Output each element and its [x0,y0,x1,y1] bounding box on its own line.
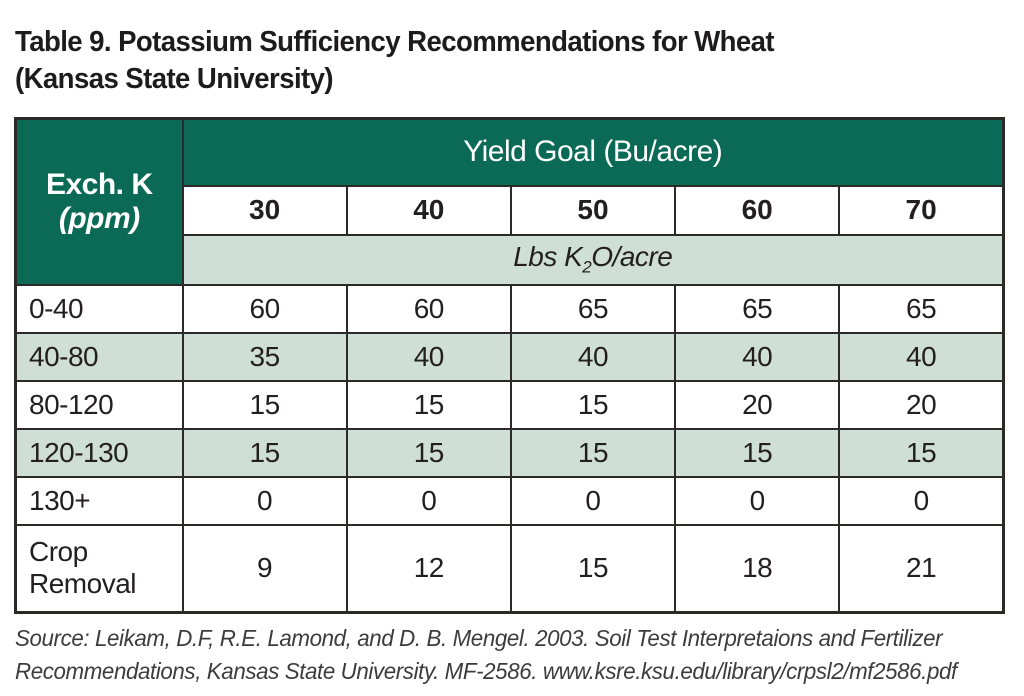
row-label: Crop Removal [14,523,184,614]
cell-value: 35 [181,331,348,382]
cell-value: 15 [345,379,512,430]
cell-value: 21 [838,523,1005,614]
units-subscript: 2 [582,257,592,277]
cell-value: 18 [674,523,841,614]
cell-value: 0 [509,475,677,526]
row-header-cell: Exch. K (ppm) [14,117,184,286]
cell-value: 20 [838,379,1005,430]
potassium-recommendations-table: Exch. K (ppm) Yield Goal (Bu/acre) 30 40… [14,117,1005,614]
source-citation: Source: Leikam, D.F, R.E. Lamond, and D.… [15,622,990,688]
cell-value: 65 [509,283,677,334]
yield-goal-header: Yield Goal (Bu/acre) [181,117,1005,187]
row-header-label: Exch. K [45,167,153,201]
table-title: Table 9. Potassium Sufficiency Recommend… [15,24,965,98]
cell-value: 15 [509,427,677,478]
units-prefix: Lbs K [513,241,583,273]
source-line2: Recommendations, Kansas State University… [15,658,957,684]
cell-value: 15 [345,427,512,478]
title-line2: (Kansas State University) [15,63,334,95]
units-header: Lbs K2O/acre [181,233,1005,286]
table-row-0-40: 0-40 60 60 65 65 65 [14,283,1005,334]
header-row-yield-values: 30 40 50 60 70 [16,185,1005,236]
cell-value: 12 [345,523,512,614]
yield-goal-70: 70 [838,185,1005,236]
cell-value: 15 [509,523,677,614]
cell-value: 15 [674,427,841,478]
cell-value: 20 [674,379,841,430]
row-header-sublabel: (ppm) [58,201,140,235]
row-label: 80-120 [14,379,184,430]
table-row-130-plus: 130+ 0 0 0 0 0 [14,475,1005,526]
header-row-units: Lbs K2O/acre [16,233,1005,286]
cell-value: 40 [509,331,677,382]
cell-value: 0 [674,475,841,526]
yield-goal-30: 30 [181,185,348,236]
table-row-80-120: 80-120 15 15 15 20 20 [14,379,1005,430]
cell-value: 0 [838,475,1005,526]
title-line1: Table 9. Potassium Sufficiency Recommend… [15,26,775,58]
row-label: 120-130 [14,427,184,478]
yield-goal-40: 40 [345,185,512,236]
cell-value: 15 [838,427,1005,478]
table-row-crop-removal: Crop Removal 9 12 15 18 21 [14,523,1005,614]
yield-goal-60: 60 [674,185,841,236]
row-label: 0-40 [14,283,184,334]
cell-value: 40 [674,331,841,382]
units-suffix: O/acre [591,241,673,273]
cell-value: 9 [181,523,348,614]
cell-value: 40 [838,331,1005,382]
header-row-group: Exch. K (ppm) Yield Goal (Bu/acre) [14,117,1005,286]
yield-goal-50: 50 [509,185,677,236]
source-line1: Source: Leikam, D.F, R.E. Lamond, and D.… [15,625,943,651]
cell-value: 0 [181,475,348,526]
cell-value: 65 [838,283,1005,334]
cell-value: 0 [345,475,512,526]
cell-value: 15 [181,379,348,430]
cell-value: 40 [345,331,512,382]
cell-value: 60 [181,283,348,334]
table-row-120-130: 120-130 15 15 15 15 15 [14,427,1005,478]
cell-value: 60 [345,283,512,334]
table-row-40-80: 40-80 35 40 40 40 40 [14,331,1005,382]
cell-value: 65 [674,283,841,334]
cell-value: 15 [181,427,348,478]
row-label: 40-80 [14,331,184,382]
row-label: 130+ [14,475,184,526]
cell-value: 15 [509,379,677,430]
